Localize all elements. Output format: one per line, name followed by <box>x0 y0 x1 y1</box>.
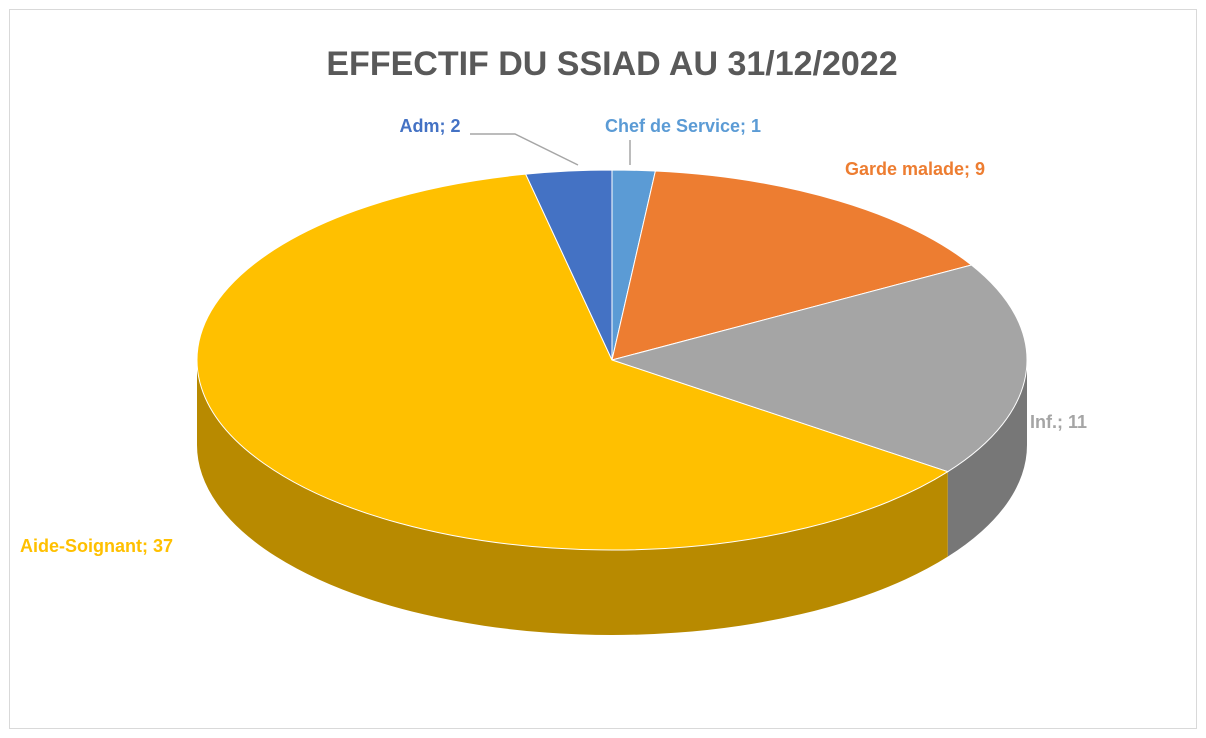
chart-title: EFFECTIF DU SSIAD AU 31/12/2022 <box>326 45 897 83</box>
slice <box>196 173 949 551</box>
slice <box>611 170 973 361</box>
leader-line <box>470 133 579 166</box>
data-label: Garde malade; 9 <box>845 159 985 179</box>
slice <box>524 169 613 361</box>
slice <box>610 264 1028 473</box>
data-label: Adm; 2 <box>399 116 460 136</box>
data-label: Inf.; 11 <box>1030 412 1087 432</box>
slice-side <box>947 360 1027 557</box>
slice-side <box>197 360 948 636</box>
data-label: Aide-Soignant; 37 <box>20 536 173 556</box>
data-label: Chef de Service; 1 <box>605 116 761 136</box>
